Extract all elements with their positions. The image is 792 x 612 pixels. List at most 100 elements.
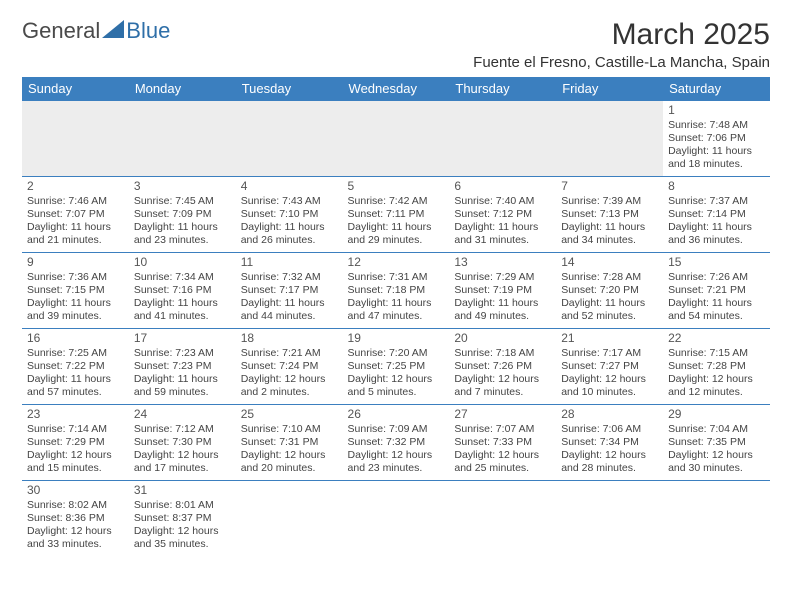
sunset-text: Sunset: 7:28 PM [668,360,765,373]
sunrise-text: Sunrise: 7:04 AM [668,423,765,436]
day-number: 30 [27,483,124,498]
calendar-cell [236,481,343,557]
sunset-text: Sunset: 7:35 PM [668,436,765,449]
daylight-text: and 26 minutes. [241,234,338,247]
daylight-text: Daylight: 11 hours [134,221,231,234]
daylight-text: Daylight: 11 hours [27,221,124,234]
sunrise-text: Sunrise: 7:34 AM [134,271,231,284]
daylight-text: Daylight: 11 hours [241,221,338,234]
calendar-cell: 30Sunrise: 8:02 AMSunset: 8:36 PMDayligh… [22,481,129,557]
sunrise-text: Sunrise: 7:20 AM [348,347,445,360]
sunrise-text: Sunrise: 7:37 AM [668,195,765,208]
day-number: 22 [668,331,765,346]
calendar-cell [343,101,450,177]
daylight-text: Daylight: 11 hours [27,373,124,386]
day-number: 18 [241,331,338,346]
month-title: March 2025 [473,18,770,52]
calendar-cell [449,481,556,557]
daylight-text: Daylight: 11 hours [454,221,551,234]
day-header: Thursday [449,77,556,101]
sunrise-text: Sunrise: 7:06 AM [561,423,658,436]
day-number: 4 [241,179,338,194]
daylight-text: and 39 minutes. [27,310,124,323]
daylight-text: Daylight: 11 hours [668,221,765,234]
sunset-text: Sunset: 7:21 PM [668,284,765,297]
day-number: 2 [27,179,124,194]
title-block: March 2025 Fuente el Fresno, Castille-La… [473,18,770,71]
sunrise-text: Sunrise: 7:39 AM [561,195,658,208]
calendar-cell: 21Sunrise: 7:17 AMSunset: 7:27 PMDayligh… [556,329,663,405]
day-number: 23 [27,407,124,422]
daylight-text: Daylight: 12 hours [454,373,551,386]
day-number: 26 [348,407,445,422]
daylight-text: Daylight: 11 hours [561,221,658,234]
daylight-text: Daylight: 12 hours [561,373,658,386]
calendar-cell: 7Sunrise: 7:39 AMSunset: 7:13 PMDaylight… [556,177,663,253]
daylight-text: and 18 minutes. [668,158,765,171]
sunrise-text: Sunrise: 7:18 AM [454,347,551,360]
calendar-week-row: 16Sunrise: 7:25 AMSunset: 7:22 PMDayligh… [22,329,770,405]
calendar-cell: 31Sunrise: 8:01 AMSunset: 8:37 PMDayligh… [129,481,236,557]
daylight-text: Daylight: 12 hours [134,449,231,462]
daylight-text: Daylight: 11 hours [27,297,124,310]
sunrise-text: Sunrise: 7:17 AM [561,347,658,360]
day-number: 20 [454,331,551,346]
day-number: 19 [348,331,445,346]
calendar-cell: 26Sunrise: 7:09 AMSunset: 7:32 PMDayligh… [343,405,450,481]
sunset-text: Sunset: 7:14 PM [668,208,765,221]
calendar-cell: 4Sunrise: 7:43 AMSunset: 7:10 PMDaylight… [236,177,343,253]
day-number: 25 [241,407,338,422]
day-number: 29 [668,407,765,422]
sunrise-text: Sunrise: 8:01 AM [134,499,231,512]
sunrise-text: Sunrise: 7:45 AM [134,195,231,208]
sunrise-text: Sunrise: 7:40 AM [454,195,551,208]
calendar-cell [663,481,770,557]
sunset-text: Sunset: 7:12 PM [454,208,551,221]
daylight-text: and 54 minutes. [668,310,765,323]
sunrise-text: Sunrise: 7:23 AM [134,347,231,360]
calendar-table: Sunday Monday Tuesday Wednesday Thursday… [22,77,770,557]
sunrise-text: Sunrise: 7:12 AM [134,423,231,436]
calendar-cell: 3Sunrise: 7:45 AMSunset: 7:09 PMDaylight… [129,177,236,253]
daylight-text: and 25 minutes. [454,462,551,475]
calendar-cell: 8Sunrise: 7:37 AMSunset: 7:14 PMDaylight… [663,177,770,253]
logo-text-general: General [22,18,100,44]
calendar-cell: 23Sunrise: 7:14 AMSunset: 7:29 PMDayligh… [22,405,129,481]
daylight-text: and 49 minutes. [454,310,551,323]
day-number: 15 [668,255,765,270]
day-number: 5 [348,179,445,194]
day-number: 17 [134,331,231,346]
calendar-week-row: 30Sunrise: 8:02 AMSunset: 8:36 PMDayligh… [22,481,770,557]
day-number: 3 [134,179,231,194]
day-header-row: Sunday Monday Tuesday Wednesday Thursday… [22,77,770,101]
daylight-text: and 33 minutes. [27,538,124,551]
day-number: 21 [561,331,658,346]
sunrise-text: Sunrise: 7:46 AM [27,195,124,208]
sunset-text: Sunset: 7:34 PM [561,436,658,449]
daylight-text: and 5 minutes. [348,386,445,399]
daylight-text: and 10 minutes. [561,386,658,399]
daylight-text: and 59 minutes. [134,386,231,399]
sunrise-text: Sunrise: 8:02 AM [27,499,124,512]
sunrise-text: Sunrise: 7:28 AM [561,271,658,284]
sunrise-text: Sunrise: 7:25 AM [27,347,124,360]
daylight-text: and 28 minutes. [561,462,658,475]
day-number: 31 [134,483,231,498]
day-header: Saturday [663,77,770,101]
daylight-text: Daylight: 11 hours [348,221,445,234]
calendar-cell: 11Sunrise: 7:32 AMSunset: 7:17 PMDayligh… [236,253,343,329]
daylight-text: and 7 minutes. [454,386,551,399]
calendar-cell: 6Sunrise: 7:40 AMSunset: 7:12 PMDaylight… [449,177,556,253]
calendar-cell [449,101,556,177]
daylight-text: and 35 minutes. [134,538,231,551]
sunset-text: Sunset: 7:09 PM [134,208,231,221]
daylight-text: and 41 minutes. [134,310,231,323]
sunrise-text: Sunrise: 7:36 AM [27,271,124,284]
sunset-text: Sunset: 7:13 PM [561,208,658,221]
sunrise-text: Sunrise: 7:42 AM [348,195,445,208]
calendar-cell: 29Sunrise: 7:04 AMSunset: 7:35 PMDayligh… [663,405,770,481]
daylight-text: and 52 minutes. [561,310,658,323]
calendar-cell: 24Sunrise: 7:12 AMSunset: 7:30 PMDayligh… [129,405,236,481]
calendar-cell: 9Sunrise: 7:36 AMSunset: 7:15 PMDaylight… [22,253,129,329]
sunrise-text: Sunrise: 7:21 AM [241,347,338,360]
